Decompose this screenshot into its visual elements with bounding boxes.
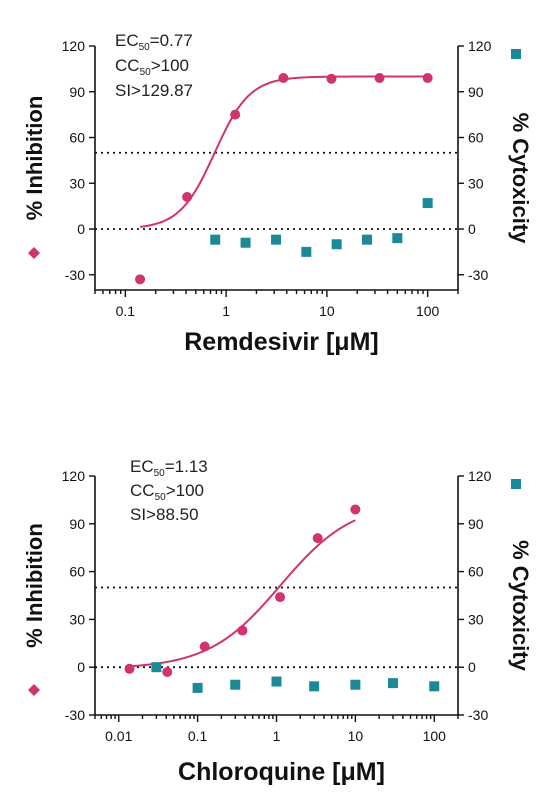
y-tick-label-left: 120 — [62, 38, 86, 54]
x-tick-label: 0.1 — [188, 728, 208, 744]
y-tick-label-right: 90 — [468, 516, 484, 532]
y-tick-label-right: 60 — [468, 564, 484, 580]
y-tick-label-left: 120 — [62, 468, 86, 484]
x-tick-label: 0.01 — [105, 728, 132, 744]
square-icon — [511, 49, 521, 59]
cytotoxicity-point — [361, 234, 372, 245]
inhibition-point — [422, 73, 433, 84]
ec50-label: EC50=1.13 — [130, 457, 208, 479]
y-tick-label-left: 30 — [69, 175, 85, 191]
inhibition-point — [326, 73, 337, 84]
inhibition-point — [278, 73, 289, 84]
inhibition-fit-curve — [129, 519, 356, 668]
chart-panel-2: -30 -30 0 0 30 30 60 60 90 90 120 120 0.01 0.1 1 10 100 C… — [22, 457, 533, 786]
x-tick-label: 10 — [348, 728, 364, 744]
y-axis-title-right: % Cytoxicity — [508, 540, 533, 672]
y-tick-label-right: 0 — [468, 221, 476, 237]
diamond-icon — [28, 684, 40, 696]
cytotoxicity-point — [350, 679, 361, 690]
si-label: SI>88.50 — [130, 505, 199, 524]
y-tick-label-left: 0 — [77, 221, 85, 237]
y-tick-label-right: 120 — [468, 468, 492, 484]
y-tick-label-left: 90 — [69, 84, 85, 100]
y-tick-label-right: 60 — [468, 130, 484, 146]
inhibition-point — [124, 663, 135, 674]
ec50-label: EC50=0.77 — [115, 31, 193, 53]
cytotoxicity-point — [429, 681, 440, 692]
inhibition-point — [312, 533, 323, 544]
cc50-label: CC50>100 — [130, 481, 204, 503]
y-tick-label-right: 90 — [468, 84, 484, 100]
cytotoxicity-point — [271, 234, 282, 245]
inhibition-point — [182, 191, 193, 202]
y-tick-label-left: -30 — [65, 707, 85, 723]
y-axis-title-right: % Cytoxicity — [508, 113, 533, 245]
cytotoxicity-point — [422, 198, 433, 209]
cytotoxicity-point — [230, 679, 241, 690]
x-axis-title: Remdesivir [μM] — [184, 328, 379, 356]
cytotoxicity-point — [271, 676, 282, 687]
x-tick-label: 1 — [222, 303, 230, 319]
y-axis-title-left: % Inhibition — [22, 523, 47, 648]
cytotoxicity-point — [331, 239, 342, 250]
inhibition-point — [199, 641, 210, 652]
y-tick-label-left: -30 — [65, 267, 85, 283]
y-tick-label-right: -30 — [468, 267, 488, 283]
y-tick-label-right: 30 — [468, 175, 484, 191]
inhibition-point — [374, 73, 385, 84]
cytotoxicity-point — [151, 662, 162, 673]
y-tick-label-right: 0 — [468, 659, 476, 675]
x-tick-label: 1 — [273, 728, 281, 744]
diamond-icon — [28, 247, 40, 259]
cytotoxicity-point — [309, 681, 320, 692]
x-axis-title: Chloroquine [μM] — [178, 758, 385, 786]
y-tick-label-right: -30 — [468, 707, 488, 723]
cytotoxicity-point — [388, 678, 399, 689]
cytotoxicity-point — [240, 237, 251, 248]
cytotoxicity-point — [301, 246, 312, 257]
cc50-label: CC50>100 — [115, 56, 189, 78]
inhibition-point — [237, 625, 248, 636]
x-tick-label: 100 — [416, 303, 440, 319]
inhibition-point — [350, 504, 361, 515]
cytotoxicity-point — [192, 682, 203, 693]
y-tick-label-left: 0 — [77, 659, 85, 675]
y-tick-label-right: 30 — [468, 611, 484, 627]
y-tick-label-left: 30 — [69, 611, 85, 627]
y-tick-label-right: 120 — [468, 38, 492, 54]
y-tick-label-left: 60 — [69, 130, 85, 146]
si-label: SI>129.87 — [115, 81, 193, 100]
square-icon — [511, 479, 521, 489]
inhibition-point — [162, 666, 173, 677]
inhibition-point — [275, 592, 286, 603]
y-axis-title-left: % Inhibition — [22, 96, 47, 221]
x-tick-label: 100 — [423, 728, 447, 744]
chart-panel-1: -30 -30 0 0 30 30 60 60 90 90 120 120 0.1 1 10 100 Remde… — [22, 31, 533, 356]
x-tick-label: 10 — [319, 303, 335, 319]
cytotoxicity-point — [210, 234, 221, 245]
inhibition-point — [230, 109, 241, 120]
y-tick-label-left: 60 — [69, 564, 85, 580]
x-tick-label: 0.1 — [116, 303, 136, 319]
y-tick-label-left: 90 — [69, 516, 85, 532]
cytotoxicity-point — [392, 233, 403, 244]
inhibition-point — [135, 274, 146, 285]
